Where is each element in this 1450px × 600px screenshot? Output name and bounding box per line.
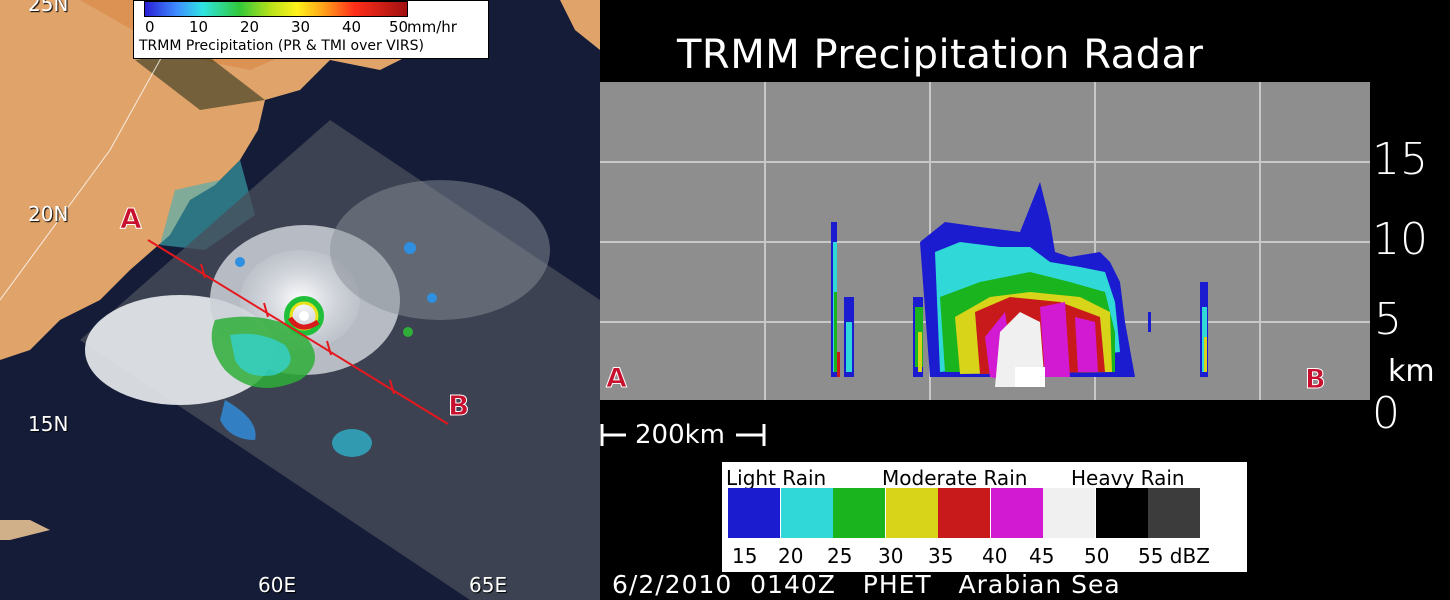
category-heavy-rain: Heavy Rain (1071, 466, 1185, 490)
scale-bar-label: 200km (635, 420, 726, 450)
rain-tick: 40 (342, 18, 362, 36)
lon-label-65e: 65E (469, 573, 508, 597)
lon-label-60e: 60E (258, 573, 297, 597)
dbz-swatch (1095, 488, 1148, 538)
radar-cross-section (600, 82, 1370, 404)
height-unit: km (1388, 354, 1435, 389)
dbz-tick: 55 dBZ (1138, 544, 1210, 568)
rain-rate-legend: 0 10 20 30 40 50 mm/hr TRMM Precipitatio… (133, 0, 489, 59)
rain-tick: 50 (389, 18, 409, 36)
rain-tick: 20 (240, 18, 260, 36)
height-tick-0: 0 (1372, 388, 1400, 439)
timestamp-footer: 6/2/2010 0140Z PHET Arabian Sea (612, 570, 1121, 599)
land-oman (0, 0, 480, 360)
dbz-swatch (990, 488, 1043, 538)
satellite-map: 25N 20N 15N 60E 65E A B 0 10 20 30 40 50… (0, 0, 600, 600)
dbz-tick: 25 (827, 544, 853, 568)
dbz-swatch (1043, 488, 1095, 538)
dbz-swatch (780, 488, 833, 538)
eye-wall (284, 296, 324, 336)
category-moderate-rain: Moderate Rain (882, 466, 1028, 490)
radar-title: TRMM Precipitation Radar (677, 32, 1204, 78)
radar-point-a: A (606, 363, 628, 395)
cross-section-line (147, 239, 449, 425)
rain-color-bar (144, 1, 408, 17)
rain-tick: 0 (145, 18, 155, 36)
reflectivity-legend: Light Rain Moderate Rain Heavy Rain 15 2… (722, 462, 1247, 572)
map-point-b: B (447, 389, 470, 423)
category-light-rain: Light Rain (726, 466, 827, 490)
lat-label-25n: 25N (28, 0, 69, 16)
height-tick-5: 5 (1374, 294, 1402, 345)
lat-label-20n: 20N (28, 202, 69, 226)
dbz-swatch (885, 488, 938, 538)
dbz-swatch (938, 488, 990, 538)
rain-unit: mm/hr (407, 18, 457, 36)
lat-label-15n: 15N (28, 412, 69, 436)
dbz-tick: 45 (1029, 544, 1055, 568)
height-tick-15: 15 (1372, 134, 1428, 185)
rain-tick: 30 (291, 18, 311, 36)
radar-echoes (831, 182, 1208, 387)
dbz-tick: 20 (778, 544, 804, 568)
dbz-tick: 50 (1084, 544, 1110, 568)
height-tick-10: 10 (1372, 214, 1428, 265)
distance-scale-bar (600, 424, 766, 446)
dbz-swatch (833, 488, 885, 538)
radar-point-b: B (1305, 364, 1327, 396)
map-imagery (0, 0, 600, 600)
rain-legend-title: TRMM Precipitation (PR & TMI over VIRS) (139, 38, 424, 54)
dbz-swatch (1148, 488, 1200, 538)
map-point-a: A (120, 202, 143, 236)
dbz-swatch (728, 488, 780, 538)
rain-tick: 10 (189, 18, 209, 36)
dbz-tick: 15 (732, 544, 758, 568)
dbz-tick: 30 (878, 544, 904, 568)
dbz-tick: 40 (982, 544, 1008, 568)
dbz-tick: 35 (928, 544, 954, 568)
